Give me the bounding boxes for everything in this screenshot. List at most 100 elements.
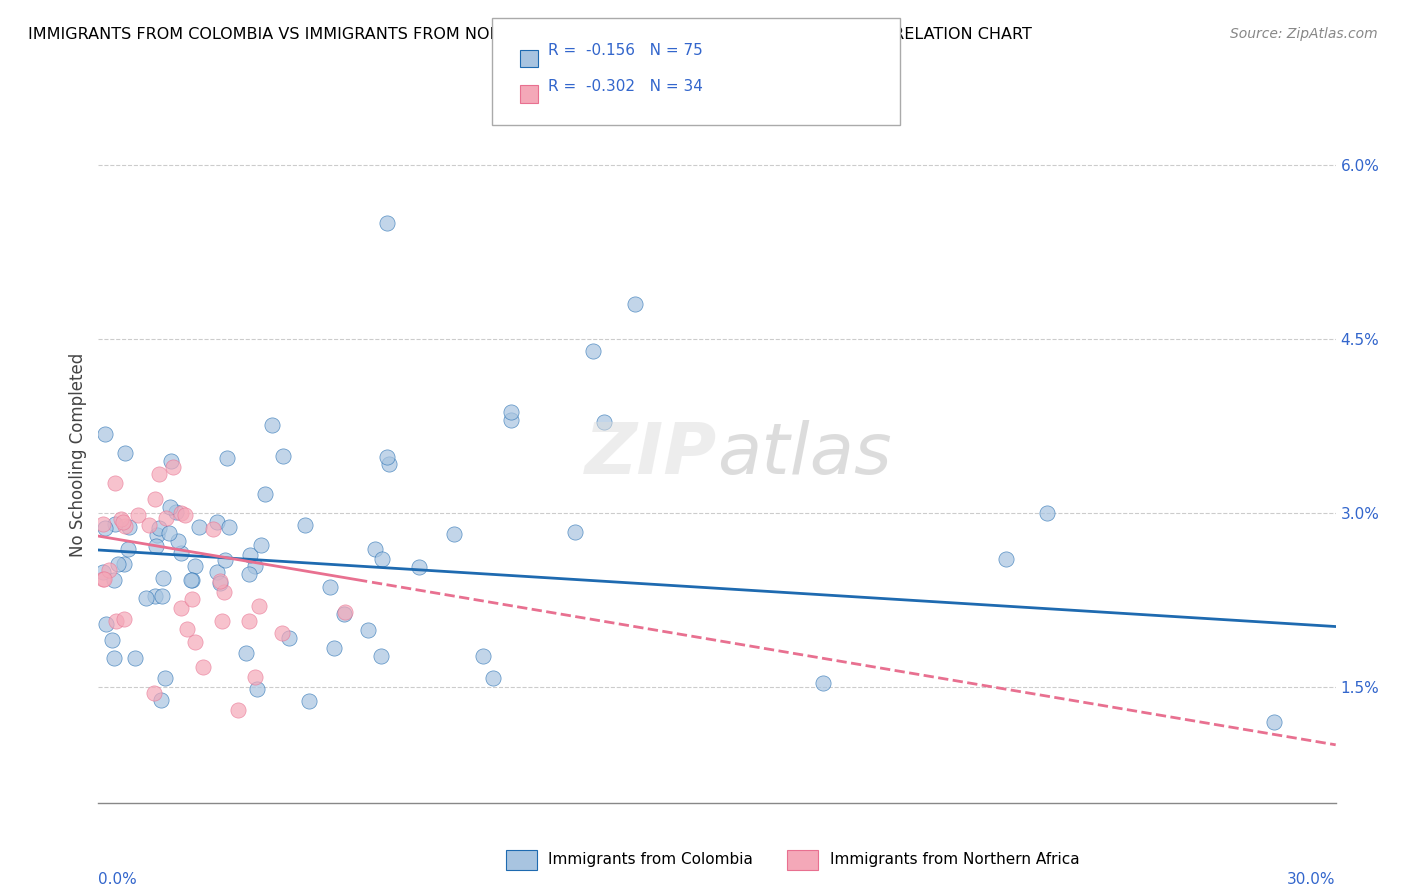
Point <box>235 646 257 660</box>
Text: IMMIGRANTS FROM COLOMBIA VS IMMIGRANTS FROM NORTHERN AFRICA NO SCHOOLING COMPLET: IMMIGRANTS FROM COLOMBIA VS IMMIGRANTS F… <box>28 27 1032 42</box>
Text: atlas: atlas <box>717 420 891 490</box>
Point <box>138 518 160 533</box>
Point <box>238 567 260 582</box>
Point <box>273 449 295 463</box>
Point <box>114 519 136 533</box>
Point <box>254 487 277 501</box>
Point <box>209 576 232 591</box>
Point <box>91 573 114 587</box>
Point <box>153 671 176 685</box>
Point <box>298 694 321 708</box>
Point <box>104 517 127 532</box>
Point <box>270 626 292 640</box>
Point <box>149 693 172 707</box>
Point <box>124 650 146 665</box>
Point <box>157 525 180 540</box>
Point <box>472 648 495 663</box>
Point <box>278 632 301 646</box>
Point <box>143 492 166 507</box>
Point <box>103 650 125 665</box>
Point <box>150 589 173 603</box>
Point <box>443 527 465 541</box>
Point <box>155 511 177 525</box>
Point <box>184 635 207 649</box>
Text: ZIP: ZIP <box>585 420 717 490</box>
Point <box>160 454 183 468</box>
Text: R =  -0.302   N = 34: R = -0.302 N = 34 <box>548 79 703 94</box>
Point <box>103 573 125 587</box>
Point <box>375 216 398 230</box>
Point <box>174 508 197 523</box>
Point <box>217 451 239 466</box>
Point <box>1263 714 1285 729</box>
Point <box>333 605 356 619</box>
Point <box>159 500 181 515</box>
Point <box>994 552 1017 566</box>
Point <box>260 417 283 432</box>
Point <box>112 557 135 571</box>
Point <box>319 580 342 594</box>
Point <box>499 413 522 427</box>
Point <box>218 520 240 534</box>
Point <box>104 475 127 490</box>
Point <box>202 522 225 536</box>
Point <box>143 590 166 604</box>
Point <box>582 343 605 358</box>
Text: 30.0%: 30.0% <box>1288 872 1336 888</box>
Point <box>246 682 269 697</box>
Point <box>148 467 170 482</box>
Point <box>170 601 193 615</box>
Point <box>214 553 236 567</box>
Point <box>239 548 262 562</box>
Point <box>205 515 228 529</box>
Point <box>135 591 157 606</box>
Point <box>564 525 586 540</box>
Point <box>110 512 132 526</box>
Point <box>811 676 834 690</box>
Point <box>243 670 266 684</box>
Point <box>249 538 271 552</box>
Point <box>332 607 354 621</box>
Point <box>111 515 134 529</box>
Point <box>1036 506 1059 520</box>
Point <box>101 632 124 647</box>
Point <box>214 584 236 599</box>
Point <box>208 574 231 589</box>
Point <box>117 542 139 557</box>
Point <box>105 614 128 628</box>
Point <box>183 558 205 573</box>
Point <box>118 520 141 534</box>
Point <box>93 572 115 586</box>
Point <box>243 558 266 573</box>
Point <box>91 565 114 579</box>
Point <box>205 566 228 580</box>
Point <box>96 616 118 631</box>
Point <box>127 508 149 522</box>
Point <box>146 527 169 541</box>
Point <box>165 505 187 519</box>
Point <box>211 614 233 628</box>
Point <box>482 671 505 685</box>
Point <box>152 571 174 585</box>
Point <box>97 563 120 577</box>
Point <box>94 521 117 535</box>
Point <box>187 520 209 534</box>
Text: Immigrants from Colombia: Immigrants from Colombia <box>548 853 754 867</box>
Point <box>162 459 184 474</box>
Point <box>191 660 214 674</box>
Point <box>226 703 249 717</box>
Point <box>357 623 380 637</box>
Y-axis label: No Schooling Completed: No Schooling Completed <box>69 353 87 557</box>
Point <box>145 539 167 553</box>
Point <box>363 541 385 556</box>
Point <box>238 614 260 628</box>
Point <box>148 520 170 534</box>
Point <box>170 506 193 520</box>
Point <box>114 446 136 460</box>
Text: Source: ZipAtlas.com: Source: ZipAtlas.com <box>1230 27 1378 41</box>
Point <box>294 517 316 532</box>
Point <box>169 546 191 560</box>
Point <box>94 427 117 442</box>
Point <box>181 573 204 587</box>
Point <box>371 552 394 566</box>
